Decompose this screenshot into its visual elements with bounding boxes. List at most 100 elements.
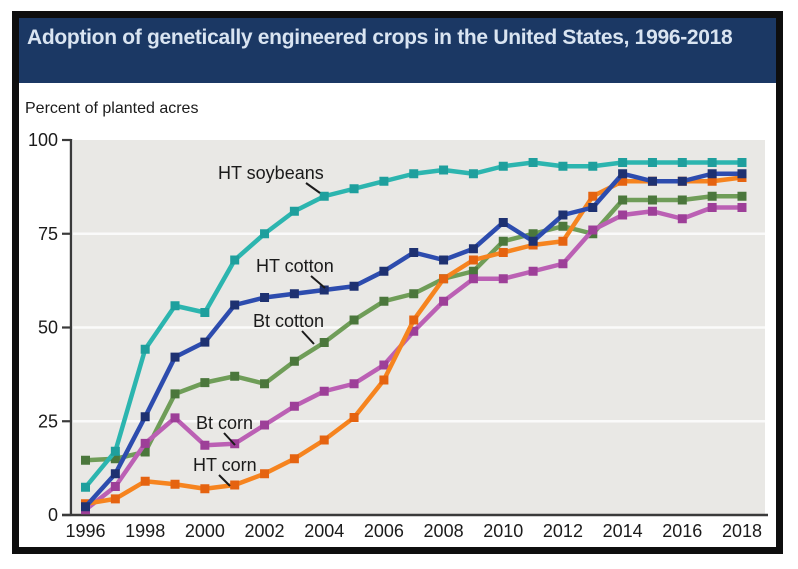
leader-line-ht-corn xyxy=(218,474,231,487)
marker-ht-cotton-2003 xyxy=(289,289,299,299)
series-label-bt-corn: Bt corn xyxy=(196,413,253,433)
marker-ht-corn-2010 xyxy=(498,248,508,257)
marker-ht-corn-2017 xyxy=(707,176,717,186)
marker-bt-corn-2011 xyxy=(528,266,538,276)
marker-ht-cotton-2006 xyxy=(379,266,389,276)
marker-ht-cotton-2018 xyxy=(737,169,747,179)
marker-ht-soybeans-2003 xyxy=(289,206,299,216)
marker-ht-corn-2005 xyxy=(349,413,359,422)
marker-ht-corn-2000 xyxy=(200,484,210,494)
marker-bt-corn-2014 xyxy=(618,210,628,220)
marker-bt-cotton-2000 xyxy=(200,378,210,388)
marker-bt-cotton-1997 xyxy=(110,454,120,464)
marker-ht-cotton-2012 xyxy=(558,210,568,220)
marker-bt-cotton-2004 xyxy=(319,338,329,347)
marker-bt-corn-2004 xyxy=(319,386,329,396)
marker-bt-cotton-2018 xyxy=(737,191,747,201)
series-label-bt-cotton: Bt cotton xyxy=(253,311,324,331)
x-tick-label-2000: 2000 xyxy=(185,521,225,541)
marker-ht-soybeans-2007 xyxy=(409,169,419,179)
marker-bt-cotton-2011 xyxy=(528,229,538,239)
chart-header: Adoption of genetically engineered crops… xyxy=(19,18,776,83)
marker-ht-soybeans-2011 xyxy=(528,158,538,167)
marker-bt-corn-2003 xyxy=(289,401,299,411)
marker-bt-cotton-1999 xyxy=(170,389,180,399)
y-axis-unit-label: Percent of planted acres xyxy=(25,100,199,117)
marker-bt-cotton-2014 xyxy=(618,195,628,205)
marker-ht-soybeans-1998 xyxy=(140,344,150,354)
y-tick-label-50: 50 xyxy=(38,318,58,338)
marker-ht-cotton-2008 xyxy=(439,255,449,265)
marker-bt-corn-2009 xyxy=(468,274,478,284)
marker-ht-corn-1997 xyxy=(110,494,120,504)
marker-ht-cotton-2016 xyxy=(677,176,687,186)
marker-bt-corn-2013 xyxy=(588,225,598,235)
marker-ht-soybeans-2005 xyxy=(349,184,359,194)
marker-ht-soybeans-2010 xyxy=(498,161,508,171)
marker-ht-soybeans-2015 xyxy=(647,158,657,167)
leader-line-ht-soybeans xyxy=(305,182,321,194)
marker-bt-corn-2007 xyxy=(409,326,419,336)
x-tick-label-1996: 1996 xyxy=(65,521,105,541)
marker-bt-corn-2005 xyxy=(349,379,359,389)
x-tick-label-1998: 1998 xyxy=(125,521,165,541)
marker-ht-cotton-2013 xyxy=(588,203,598,212)
marker-ht-soybeans-2008 xyxy=(439,165,449,175)
marker-ht-corn-2013 xyxy=(588,191,598,201)
marker-bt-corn-2006 xyxy=(379,360,389,370)
marker-ht-corn-2006 xyxy=(379,375,389,385)
marker-ht-soybeans-1999 xyxy=(170,301,180,311)
marker-ht-soybeans-2013 xyxy=(588,161,598,171)
marker-ht-soybeans-2012 xyxy=(558,161,568,171)
marker-bt-corn-2000 xyxy=(200,440,210,450)
marker-ht-corn-2002 xyxy=(260,469,270,479)
x-tick-label-2010: 2010 xyxy=(483,521,523,541)
marker-bt-corn-1999 xyxy=(170,413,180,423)
leader-line-bt-cotton xyxy=(301,330,315,345)
marker-ht-corn-2014 xyxy=(618,176,628,186)
y-tick-label-75: 75 xyxy=(38,224,58,244)
marker-ht-cotton-1999 xyxy=(170,352,180,362)
marker-bt-cotton-2017 xyxy=(707,191,717,201)
series-ht-cotton xyxy=(81,169,747,512)
x-tick-label-2002: 2002 xyxy=(245,521,285,541)
marker-bt-corn-2008 xyxy=(439,296,449,306)
marker-bt-cotton-2007 xyxy=(409,289,419,299)
marker-ht-soybeans-1996 xyxy=(81,482,90,492)
series-label-ht-cotton: HT cotton xyxy=(256,256,334,276)
marker-ht-soybeans-2004 xyxy=(319,191,329,201)
x-tick-label-2004: 2004 xyxy=(304,521,344,541)
marker-bt-corn-1997 xyxy=(110,482,120,491)
marker-ht-soybeans-2006 xyxy=(379,176,389,186)
marker-ht-corn-2009 xyxy=(468,255,478,265)
marker-ht-cotton-2011 xyxy=(528,236,538,246)
marker-ht-cotton-2010 xyxy=(498,218,508,227)
marker-bt-cotton-1998 xyxy=(140,447,150,457)
marker-ht-soybeans-1997 xyxy=(110,446,120,456)
marker-ht-cotton-2002 xyxy=(260,293,270,302)
series-label-ht-soybeans: HT soybeans xyxy=(218,163,324,183)
marker-ht-corn-1999 xyxy=(170,479,180,489)
marker-ht-soybeans-2018 xyxy=(737,158,747,167)
marker-ht-cotton-2004 xyxy=(319,285,329,295)
marker-ht-cotton-2015 xyxy=(647,176,657,186)
x-tick-label-2016: 2016 xyxy=(662,521,702,541)
marker-bt-cotton-2016 xyxy=(677,195,687,205)
marker-ht-corn-2004 xyxy=(319,435,329,445)
marker-bt-cotton-2006 xyxy=(379,296,389,306)
marker-bt-corn-2010 xyxy=(498,274,508,284)
leader-line-bt-corn xyxy=(223,432,236,446)
marker-ht-soybeans-2009 xyxy=(468,169,478,179)
marker-bt-cotton-2010 xyxy=(498,236,508,246)
marker-bt-corn-2017 xyxy=(707,203,717,212)
x-tick-label-2018: 2018 xyxy=(722,521,762,541)
x-tick-label-2014: 2014 xyxy=(603,521,643,541)
marker-bt-cotton-2005 xyxy=(349,315,359,325)
marker-ht-corn-1998 xyxy=(140,476,150,486)
marker-bt-cotton-1996 xyxy=(81,455,90,465)
marker-bt-corn-1998 xyxy=(140,438,150,448)
marker-bt-cotton-2012 xyxy=(558,221,568,231)
chart-title: Adoption of genetically engineered crops… xyxy=(27,26,733,49)
marker-bt-cotton-2003 xyxy=(289,356,299,366)
